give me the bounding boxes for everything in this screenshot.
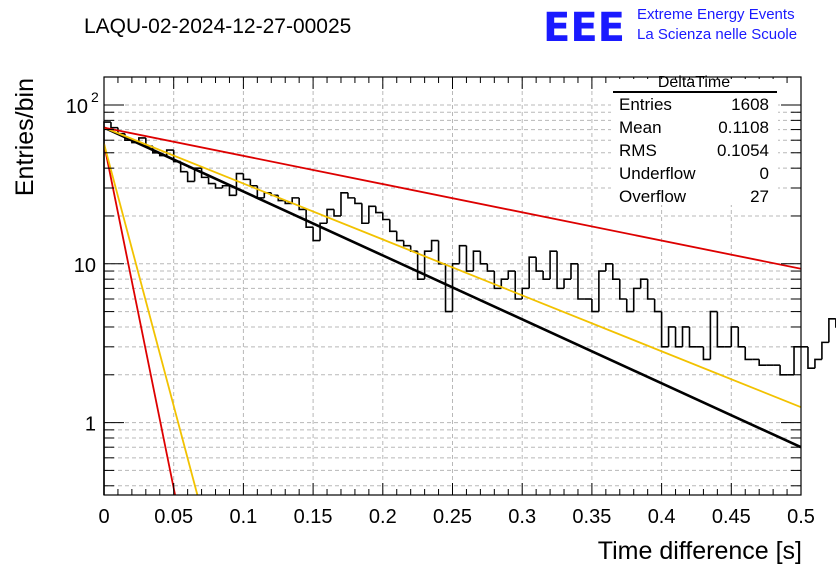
histogram-bin — [683, 327, 690, 347]
histogram-bin — [369, 206, 376, 223]
x-tick-label: 0.25 — [433, 506, 472, 528]
histogram-bin — [508, 271, 515, 279]
histogram-bin — [104, 122, 111, 495]
histogram-bin — [306, 209, 313, 227]
histogram-bin — [759, 359, 766, 365]
histogram-bin — [808, 347, 815, 368]
x-tick-label: 0.05 — [154, 506, 193, 528]
histogram-bin — [669, 327, 676, 347]
histogram-bin — [641, 279, 648, 288]
x-tick-label: 0.3 — [508, 506, 536, 528]
histogram-bin — [794, 347, 801, 375]
histogram-bin — [550, 251, 557, 279]
histogram-bin — [439, 241, 446, 264]
y-tick-label: 10 — [74, 255, 96, 277]
logo-line2: La Scienza nelle Scuole — [637, 26, 797, 43]
stats-title: DeltaTime — [658, 74, 730, 91]
histogram-bin — [815, 359, 822, 368]
x-tick-label: 0.15 — [294, 506, 333, 528]
histogram-bin — [348, 193, 355, 198]
x-tick-label: 0.2 — [369, 506, 397, 528]
y-tick-exponent: 2 — [91, 89, 99, 105]
stats-label: Overflow — [619, 187, 687, 206]
histogram-bin — [655, 299, 662, 312]
histogram-bin — [606, 264, 613, 271]
stats-value: 1608 — [731, 95, 769, 114]
histogram-bin — [578, 264, 585, 299]
stats-value: 27 — [750, 187, 769, 206]
eee-logo: EEE Extreme Energy Events La Scienza nel… — [543, 5, 797, 51]
histogram-bin — [362, 203, 369, 223]
stats-label: Underflow — [619, 164, 696, 183]
histogram-bin — [689, 327, 696, 347]
histogram-bin — [620, 279, 627, 299]
x-axis-label: Time difference [s] — [598, 537, 802, 565]
x-tick-label: 0 — [98, 506, 109, 528]
histogram-bin — [634, 288, 641, 311]
histogram-bin — [662, 312, 669, 347]
histogram-bin — [432, 241, 439, 252]
histogram-bin — [473, 251, 480, 271]
stats-box: DeltaTime Entries 1608 Mean 0.1108 RMS 0.1054… — [611, 74, 778, 206]
logo-mark: EEE — [543, 5, 625, 51]
histogram-bin — [188, 172, 195, 182]
histogram-bin — [592, 299, 599, 312]
histogram-bin — [313, 227, 320, 240]
histogram-bin — [745, 347, 752, 360]
histogram-bin — [334, 209, 341, 216]
histogram-bin — [459, 246, 466, 264]
histogram-bin — [822, 342, 829, 359]
histogram-bin — [376, 206, 383, 212]
y-tick-label: 10 — [66, 96, 88, 118]
y-tick-label: 1 — [85, 414, 96, 436]
x-tick-label: 0.1 — [229, 506, 257, 528]
stats-value: 0 — [760, 164, 769, 183]
y-axis-label: Entries/bin — [11, 78, 39, 196]
histogram-bin — [627, 299, 634, 312]
histogram-chart: LAQU-02-2024-12-27-00025 EEE Extreme Ene… — [0, 0, 836, 572]
histogram-bin — [648, 279, 655, 299]
stats-value: 0.1108 — [718, 118, 769, 137]
histogram-bin — [543, 271, 550, 279]
histogram-bin — [355, 198, 362, 204]
histogram-bin — [731, 327, 738, 347]
stats-label: Entries — [619, 95, 672, 114]
x-tick-label: 0.5 — [787, 506, 815, 528]
logo-line1: Extreme Energy Events — [637, 6, 795, 23]
histogram-bin — [738, 327, 745, 347]
histogram-bin — [703, 347, 710, 360]
histogram-bin — [487, 264, 494, 271]
histogram-bin — [250, 179, 257, 185]
histogram-bin — [780, 365, 787, 375]
histogram-bin — [557, 251, 564, 288]
histogram-bin — [676, 327, 683, 347]
histogram-bin — [466, 246, 473, 271]
histogram-bin — [564, 279, 571, 288]
stats-label: Mean — [619, 118, 662, 137]
x-tick-label: 0.4 — [648, 506, 676, 528]
histogram-bin — [829, 319, 836, 343]
chart-title: LAQU-02-2024-12-27-00025 — [84, 15, 351, 38]
x-tick-label: 0.45 — [712, 506, 751, 528]
x-tick-label: 0.35 — [572, 506, 611, 528]
histogram-bin — [243, 174, 250, 180]
histogram-bin — [599, 271, 606, 312]
histogram-bin — [390, 220, 397, 232]
stats-value: 0.1054 — [717, 141, 769, 160]
fit-line — [104, 144, 175, 495]
stats-label: RMS — [619, 141, 657, 160]
histogram-bin — [529, 257, 536, 288]
histogram-bin — [341, 193, 348, 216]
histogram-bin — [717, 312, 724, 347]
fit-line — [104, 144, 197, 495]
histogram-bin — [480, 251, 487, 264]
histogram-bin — [404, 241, 411, 246]
histogram-bin — [397, 231, 404, 240]
histogram-bin — [111, 122, 118, 128]
histogram-bin — [216, 184, 223, 188]
histogram-bin — [710, 312, 717, 360]
